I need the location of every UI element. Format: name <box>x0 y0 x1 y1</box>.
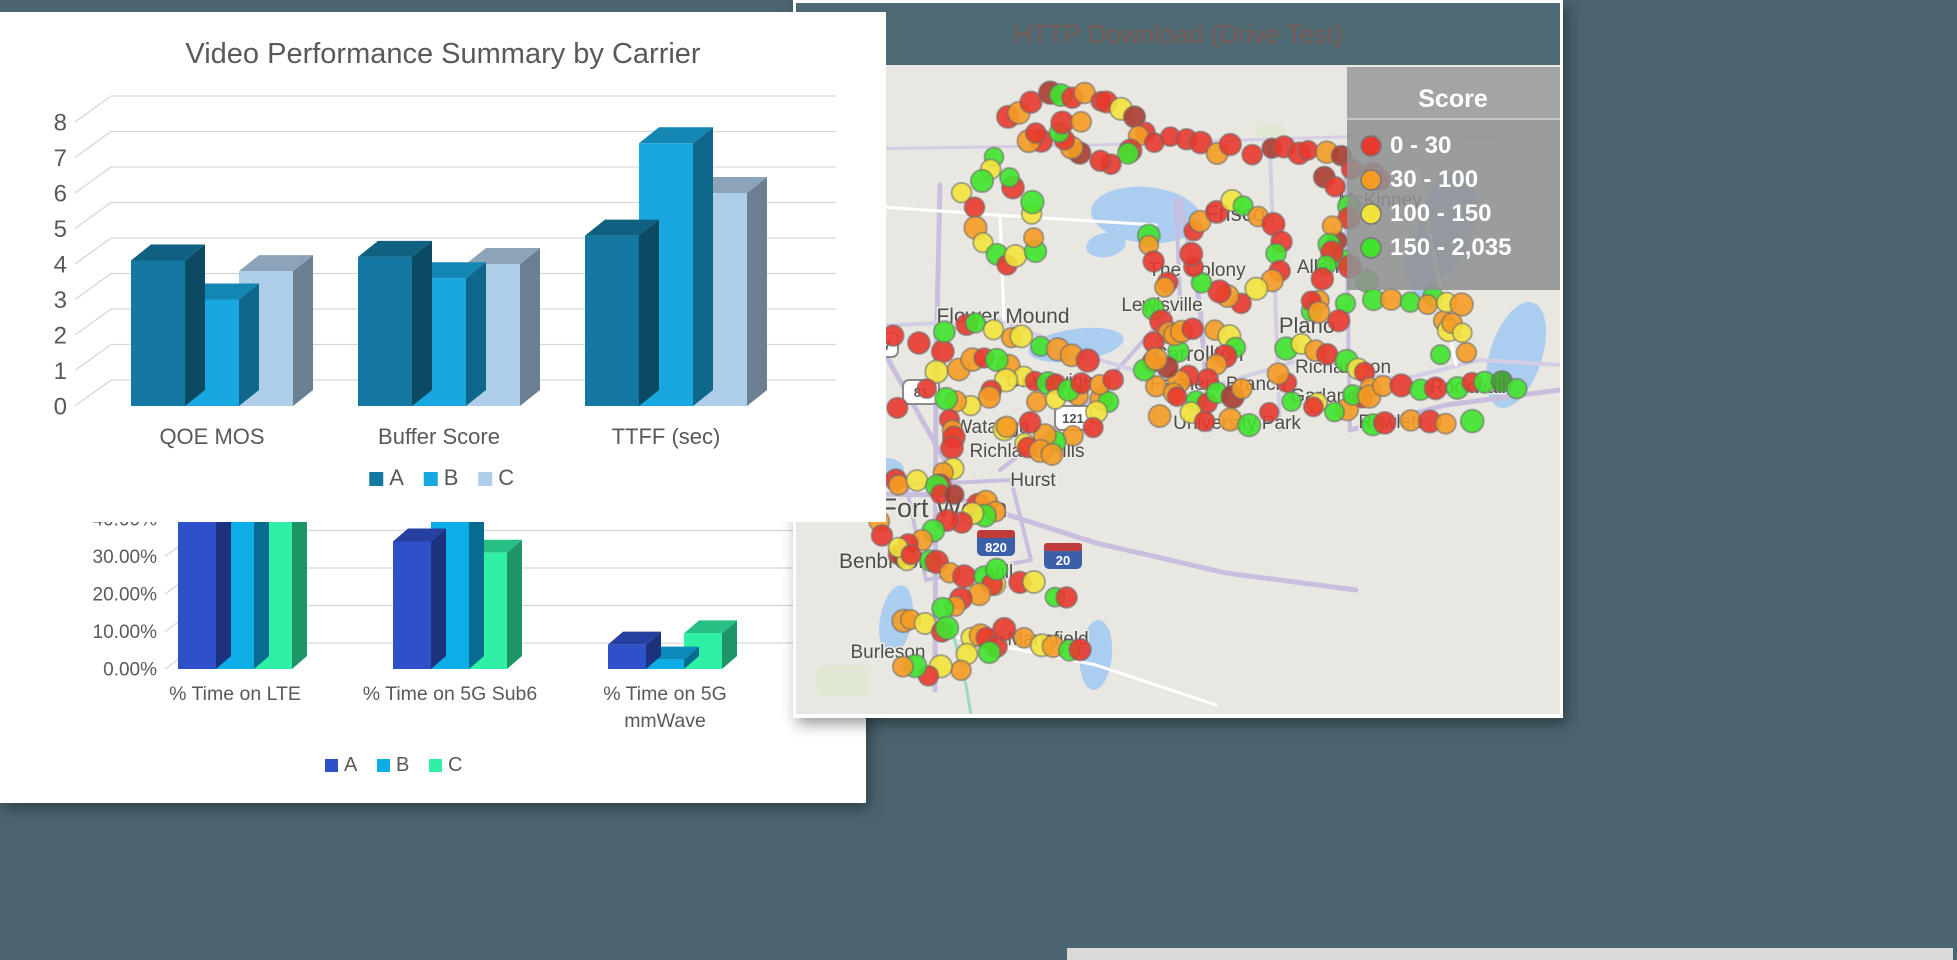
svg-text:A: A <box>344 754 358 776</box>
svg-text:20: 20 <box>1056 553 1070 568</box>
map-title-bar: HTTP Download (Drive Test) <box>796 3 1560 65</box>
svg-text:% Time on LTE: % Time on LTE <box>169 683 301 705</box>
svg-text:mmWave: mmWave <box>624 710 706 732</box>
svg-text:7: 7 <box>54 145 67 172</box>
svg-text:TTFF (sec): TTFF (sec) <box>612 424 721 449</box>
svg-text:% Time on 5G: % Time on 5G <box>603 683 727 705</box>
video-performance-bar-chart: 0 1 2 3 4 5 6 7 8 QOE MOS Buffer Score TTFF (sec) A B… <box>54 95 836 490</box>
svg-text:0 - 30: 0 - 30 <box>1390 132 1451 159</box>
svg-text:C: C <box>448 754 462 776</box>
svg-text:Buffer Score: Buffer Score <box>378 424 500 449</box>
map-score-legend: Score 0 - 30 30 - 100 100 - 150 150 - 2,035 <box>1347 67 1560 290</box>
svg-text:121: 121 <box>1062 411 1084 426</box>
svg-text:A: A <box>389 465 404 490</box>
svg-text:4: 4 <box>54 251 67 278</box>
map-title: HTTP Download (Drive Test) <box>1013 18 1343 49</box>
drive-test-map-panel[interactable]: HTTP Download (Drive Test) aturAzleFort … <box>793 0 1563 718</box>
svg-text:B: B <box>444 465 459 490</box>
svg-text:30.00%: 30.00% <box>93 547 158 568</box>
svg-text:0.00%: 0.00% <box>103 660 157 681</box>
svg-text:6: 6 <box>54 180 67 207</box>
svg-text:10.00%: 10.00% <box>93 622 158 643</box>
bottom-panel-edge <box>1067 948 1953 960</box>
svg-text:1: 1 <box>54 358 67 385</box>
svg-text:3: 3 <box>54 287 67 314</box>
drive-test-map[interactable]: aturAzleFort WorthBenbrookWataugaRichlan… <box>796 65 1560 714</box>
svg-text:150 - 2,035: 150 - 2,035 <box>1390 234 1511 261</box>
svg-text:% Time on 5G Sub6: % Time on 5G Sub6 <box>363 683 538 705</box>
svg-text:30 - 100: 30 - 100 <box>1390 166 1478 193</box>
svg-text:Score: Score <box>1418 85 1488 113</box>
right-panel-top-edge <box>0 0 886 12</box>
svg-text:8: 8 <box>54 109 67 136</box>
svg-text:0: 0 <box>54 393 67 420</box>
svg-text:2: 2 <box>54 322 67 349</box>
svg-text:5: 5 <box>54 216 67 243</box>
video-performance-chart-title: Video Performance Summary by Carrier <box>185 38 701 70</box>
svg-text:QOE MOS: QOE MOS <box>159 424 264 449</box>
svg-text:B: B <box>396 754 409 776</box>
video-performance-chart-panel[interactable]: Video Performance Summary by Carrier 0 1 2… <box>0 0 886 522</box>
svg-text:Hurst: Hurst <box>1010 470 1056 491</box>
svg-text:20.00%: 20.00% <box>93 585 158 606</box>
svg-text:820: 820 <box>985 540 1007 555</box>
svg-text:C: C <box>498 465 514 490</box>
svg-text:100 - 150: 100 - 150 <box>1390 200 1491 227</box>
